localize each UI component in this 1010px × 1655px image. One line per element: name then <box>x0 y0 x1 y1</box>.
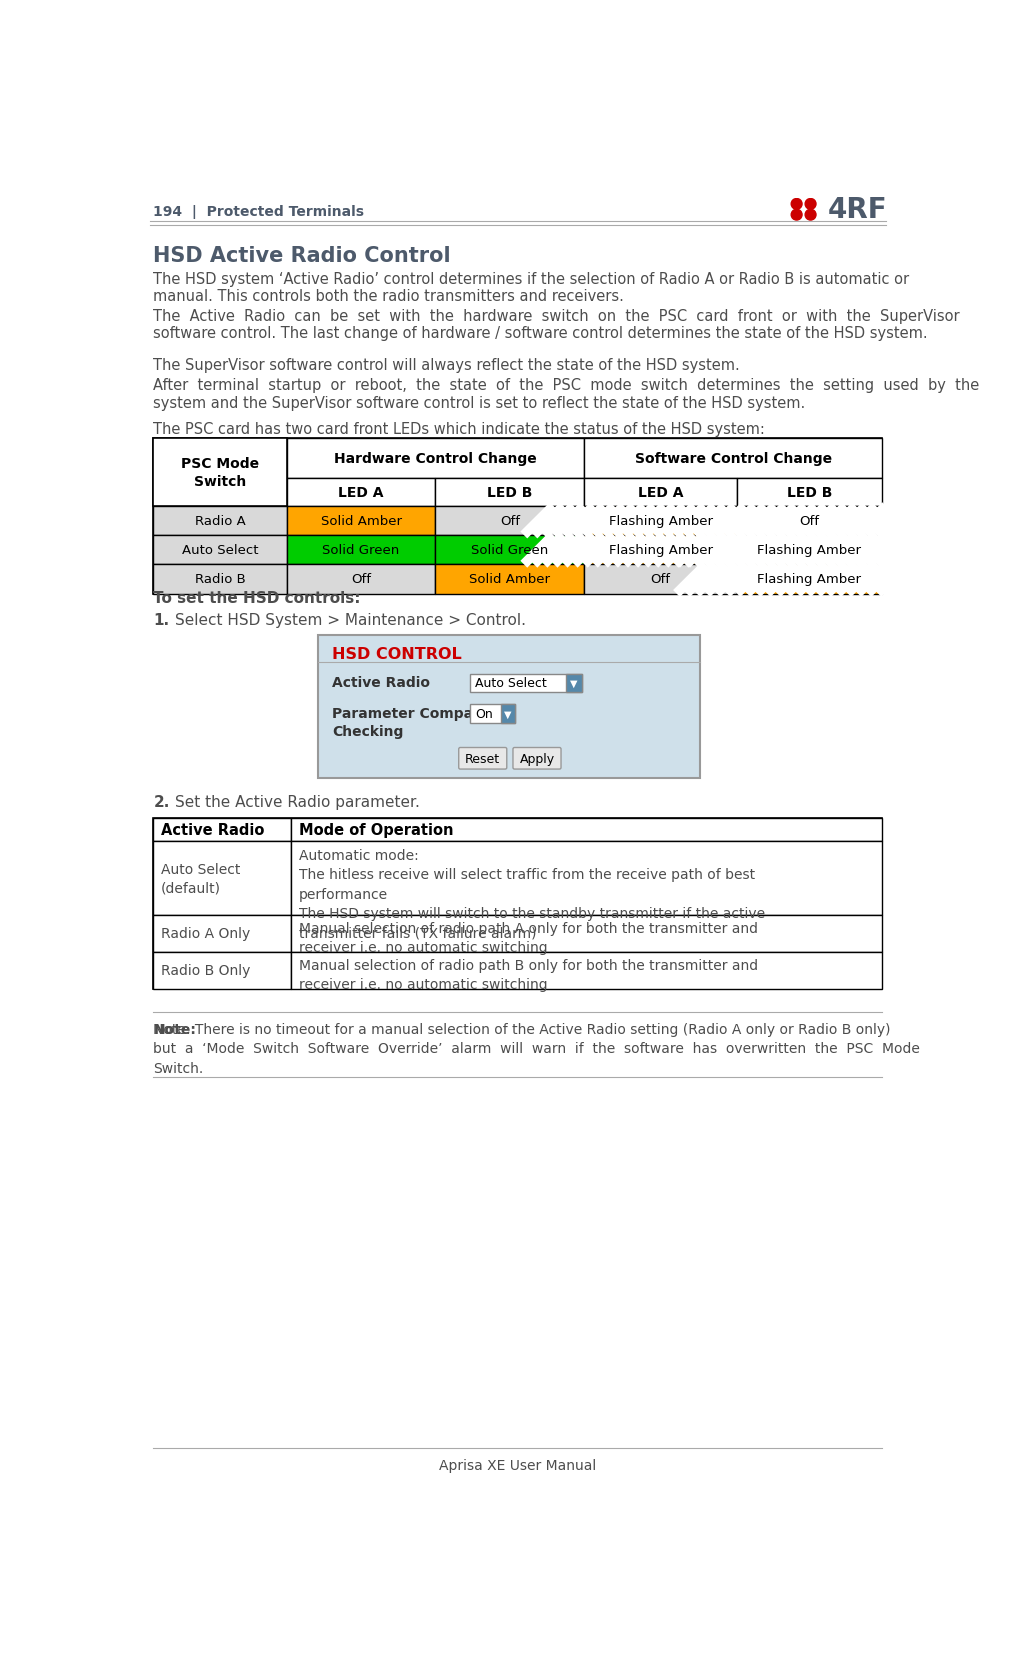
Text: Flashing Amber: Flashing Amber <box>758 544 862 556</box>
Text: Flashing Amber: Flashing Amber <box>758 573 862 586</box>
Bar <box>584 506 737 536</box>
Bar <box>584 478 737 506</box>
Text: Off: Off <box>500 515 520 528</box>
Text: LED A: LED A <box>338 485 384 500</box>
Text: Manual selection of radio path B only for both the transmitter and
receiver i.e.: Manual selection of radio path B only fo… <box>299 958 759 991</box>
Bar <box>567 674 582 693</box>
Bar <box>737 564 882 594</box>
Bar <box>291 915 882 952</box>
Text: To set the HSD controls:: To set the HSD controls: <box>154 591 361 606</box>
Bar <box>584 536 737 564</box>
Bar <box>287 506 435 536</box>
Text: Parameter Compare
Checking: Parameter Compare Checking <box>332 707 490 738</box>
Bar <box>584 439 882 478</box>
Circle shape <box>805 199 816 210</box>
Text: 2.: 2. <box>154 794 170 809</box>
Bar <box>287 478 435 506</box>
Text: Active Radio: Active Radio <box>162 823 265 837</box>
Bar <box>291 952 882 990</box>
Text: On: On <box>475 708 493 720</box>
Text: 194  |  Protected Terminals: 194 | Protected Terminals <box>154 205 365 218</box>
Bar <box>154 819 882 990</box>
Text: Radio B Only: Radio B Only <box>162 963 250 978</box>
Text: Solid Green: Solid Green <box>322 544 400 556</box>
Text: HSD Active Radio Control: HSD Active Radio Control <box>154 247 451 266</box>
Text: Apply: Apply <box>519 753 554 765</box>
Bar <box>287 536 435 564</box>
Text: Radio B: Radio B <box>195 573 245 586</box>
Bar <box>154 506 287 536</box>
Circle shape <box>805 210 816 220</box>
Bar <box>584 564 737 594</box>
Bar <box>470 674 582 693</box>
Text: Set the Active Radio parameter.: Set the Active Radio parameter. <box>175 794 420 809</box>
Bar <box>154 819 291 842</box>
Text: Note: There is no timeout for a manual selection of the Active Radio setting (Ra: Note: There is no timeout for a manual s… <box>154 1023 920 1076</box>
Bar <box>435 478 584 506</box>
Text: LED A: LED A <box>638 485 684 500</box>
Bar <box>435 564 584 594</box>
Bar <box>154 952 291 990</box>
Text: The HSD system ‘Active Radio’ control determines if the selection of Radio A or : The HSD system ‘Active Radio’ control de… <box>154 271 909 305</box>
Bar <box>154 842 291 915</box>
Circle shape <box>791 210 802 220</box>
Text: Solid Amber: Solid Amber <box>470 573 550 586</box>
Text: Auto Select: Auto Select <box>182 544 259 556</box>
Text: Flashing Amber: Flashing Amber <box>609 515 713 528</box>
Text: Hardware Control Change: Hardware Control Change <box>334 452 537 465</box>
Text: Select HSD System > Maintenance > Control.: Select HSD System > Maintenance > Contro… <box>175 612 526 627</box>
Text: HSD CONTROL: HSD CONTROL <box>332 647 463 662</box>
Text: Note:: Note: <box>154 1023 196 1036</box>
Text: Radio A Only: Radio A Only <box>162 927 250 940</box>
Text: 4RF: 4RF <box>827 197 887 223</box>
Text: Radio A: Radio A <box>195 515 245 528</box>
Circle shape <box>791 199 802 210</box>
Text: The SuperVisor software control will always reflect the state of the HSD system.: The SuperVisor software control will alw… <box>154 357 740 372</box>
Text: Software Control Change: Software Control Change <box>634 452 831 465</box>
Text: Mode of Operation: Mode of Operation <box>299 823 453 837</box>
Text: Active Radio: Active Radio <box>332 675 430 690</box>
Text: Solid Amber: Solid Amber <box>320 515 402 528</box>
Text: Automatic mode:
The hitless receive will select traffic from the receive path of: Automatic mode: The hitless receive will… <box>299 847 766 940</box>
Bar <box>470 705 514 723</box>
FancyBboxPatch shape <box>459 748 507 770</box>
Bar <box>287 439 584 478</box>
Text: The PSC card has two card front LEDs which indicate the status of the HSD system: The PSC card has two card front LEDs whi… <box>154 422 766 437</box>
Text: Auto Select
(default): Auto Select (default) <box>162 862 240 895</box>
Bar <box>318 636 700 778</box>
Text: Solid Green: Solid Green <box>472 544 548 556</box>
Text: 1.: 1. <box>154 612 170 627</box>
Text: The  Active  Radio  can  be  set  with  the  hardware  switch  on  the  PSC  car: The Active Radio can be set with the har… <box>154 308 959 341</box>
Bar <box>154 439 287 506</box>
FancyBboxPatch shape <box>513 748 561 770</box>
Text: Manual selection of radio path A only for both the transmitter and
receiver i.e.: Manual selection of radio path A only fo… <box>299 922 759 955</box>
Text: Off: Off <box>351 573 371 586</box>
Bar <box>291 819 882 842</box>
Bar <box>154 439 882 594</box>
Text: ▼: ▼ <box>504 710 511 720</box>
Text: Off: Off <box>799 515 819 528</box>
Text: Flashing Amber: Flashing Amber <box>609 544 713 556</box>
Text: Off: Off <box>650 573 671 586</box>
Text: ▼: ▼ <box>571 679 578 688</box>
Bar <box>737 478 882 506</box>
Bar <box>737 536 882 564</box>
Bar <box>435 506 584 536</box>
Text: Reset: Reset <box>466 753 500 765</box>
Text: After  terminal  startup  or  reboot,  the  state  of  the  PSC  mode  switch  d: After terminal startup or reboot, the st… <box>154 377 980 410</box>
Text: Aprisa XE User Manual: Aprisa XE User Manual <box>439 1458 596 1473</box>
Bar <box>501 705 514 723</box>
Bar <box>435 536 584 564</box>
Text: PSC Mode
Switch: PSC Mode Switch <box>181 457 260 488</box>
Text: Auto Select: Auto Select <box>475 677 546 690</box>
Bar <box>154 915 291 952</box>
Text: LED B: LED B <box>487 485 532 500</box>
Bar <box>154 536 287 564</box>
Bar <box>291 842 882 915</box>
Bar <box>287 564 435 594</box>
Text: LED B: LED B <box>787 485 832 500</box>
Bar <box>737 506 882 536</box>
Bar <box>154 564 287 594</box>
